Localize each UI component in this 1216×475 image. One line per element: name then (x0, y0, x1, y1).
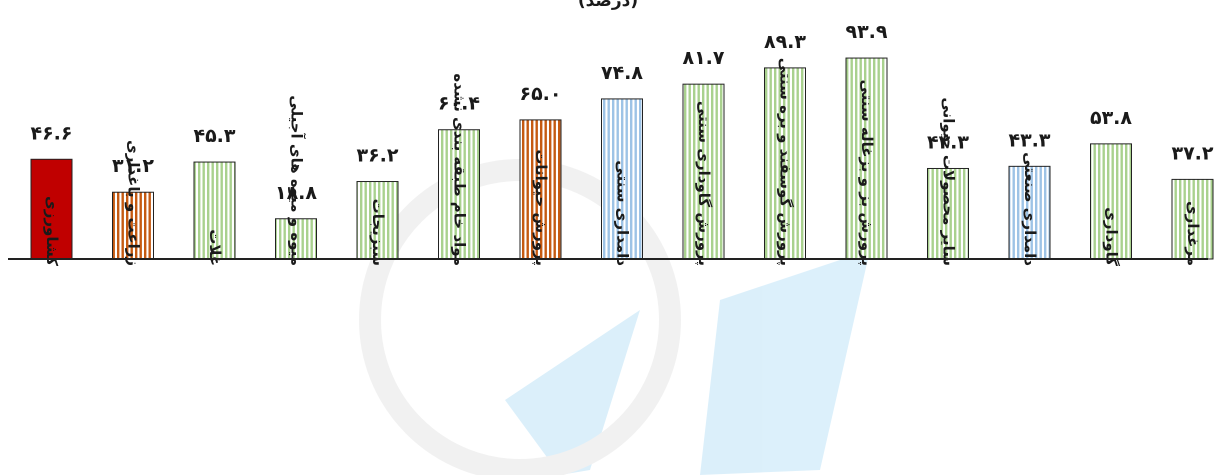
value-label-4: ۱۸.۸ (275, 182, 317, 204)
value-label-12: ۴۲.۳ (927, 131, 969, 153)
value-label-11: ۹۳.۹ (845, 21, 887, 43)
category-label-11: پرورش بز و بزغاله سنتی (857, 79, 876, 266)
value-label-15: ۳۷.۲ (1171, 142, 1213, 164)
category-label-9: پرورش گاوداری سنتی (694, 101, 713, 266)
category-label-13: دامداری صنعتی (1021, 152, 1039, 266)
bar-11 (845, 57, 888, 260)
value-label-14: ۵۳.۸ (1090, 107, 1132, 129)
value-label-7: ۶۵.۰ (519, 83, 561, 105)
category-label-10: پرورش گوسفند و بره سنتی (776, 58, 795, 266)
value-label-13: ۴۳.۳ (1008, 129, 1050, 151)
bar-5 (356, 181, 399, 260)
bar-14 (1090, 143, 1132, 260)
bar-15 (1171, 178, 1214, 260)
category-label-4: میوه و میوه های آجیلی (288, 95, 306, 266)
bars-group (30, 57, 1214, 260)
value-label-9: ۸۱.۷ (682, 47, 724, 69)
bar-9 (682, 83, 725, 260)
category-label-3: غلات (206, 229, 224, 266)
value-label-2: ۳۱.۲ (112, 155, 154, 177)
category-label-1: کشاورزی (43, 196, 61, 266)
watermark (359, 159, 870, 475)
bar-3 (193, 161, 236, 260)
bar-7 (519, 119, 562, 260)
category-label-15: مرغداری (1184, 201, 1202, 266)
bar-12 (927, 167, 969, 260)
category-label-5: سبزیجات (369, 199, 387, 266)
category-label-14: گاوداری (1103, 207, 1121, 266)
value-label-8: ۷۴.۸ (601, 62, 643, 84)
value-label-3: ۴۵.۳ (193, 125, 235, 147)
category-labels-group: کشاورزی زراعت و باغداری غلات میوه و میوه ها… (43, 58, 1202, 267)
bar-4 (275, 218, 317, 260)
category-label-8: دامداری سنتی (614, 160, 632, 266)
category-label-12: سایر محصولات حیوانی (940, 97, 958, 266)
bar-6 (438, 129, 480, 260)
value-labels-group: ۴۶.۶ ۳۱.۲ ۴۵.۳ ۱۸.۸ ۳۶.۲ ۶۰.۴ ۶۵.۰ ۷۴.۸ ۸۱.۷ ۸۹.۳… (30, 21, 1213, 204)
category-label-6: مواد خام طبقه بندی نشده (451, 73, 469, 266)
bar-10 (764, 67, 806, 260)
value-label-10: ۸۹.۳ (764, 31, 806, 53)
value-label-6: ۶۰.۴ (438, 93, 480, 115)
category-label-7: پرورش حیوانات (531, 149, 550, 266)
chart-title: (درصد) (578, 0, 638, 11)
category-label-2: زراعت و باغداری (125, 140, 143, 266)
bar-1 (30, 158, 73, 260)
bar-8 (601, 98, 643, 260)
value-label-1: ۴۶.۶ (30, 122, 72, 144)
value-label-5: ۳۶.۲ (356, 145, 398, 167)
